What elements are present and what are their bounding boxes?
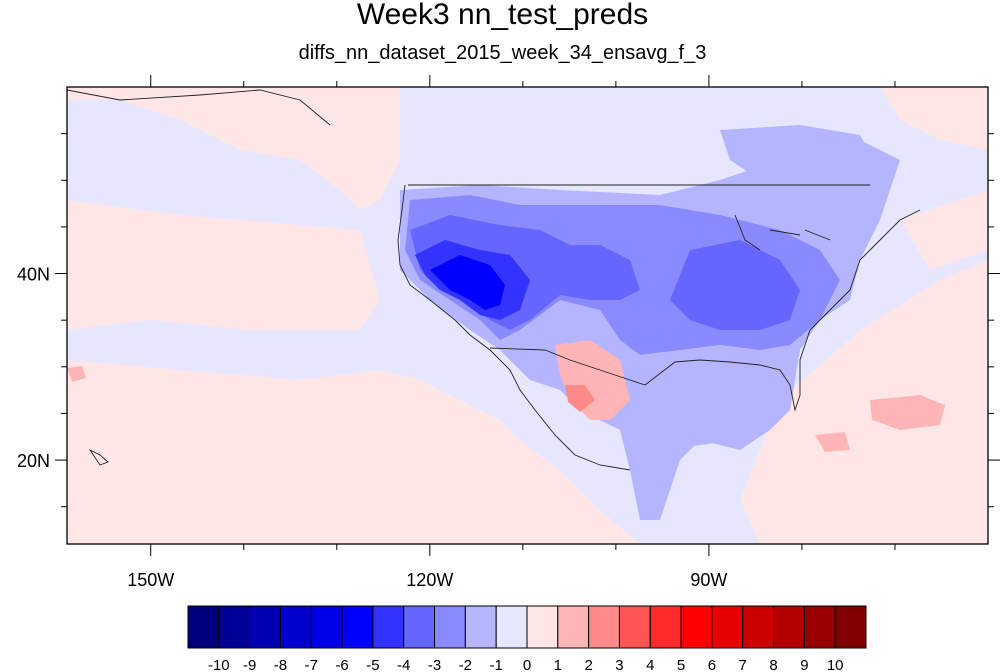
colorbar-box bbox=[434, 605, 466, 649]
anomaly-region bbox=[815, 432, 850, 452]
colorbar-box bbox=[187, 605, 220, 649]
colorbar-box bbox=[372, 605, 405, 649]
colorbar-labels: -10 -9 -8 -7 -6 -5 -4 -3 -2 -1 0 1 2 3 4 5 6 7 8 9 10 bbox=[208, 657, 844, 672]
colorbar-box bbox=[680, 605, 713, 649]
great-lakes-outline bbox=[734, 214, 831, 251]
hawaii-islands bbox=[88, 448, 109, 466]
axis-tick-labels: 150W 120W 90W 40N 20N bbox=[17, 265, 727, 590]
lat-label: 20N bbox=[17, 451, 50, 471]
colorbar-box bbox=[279, 605, 312, 649]
plot-frame bbox=[66, 86, 989, 545]
colorbar-box bbox=[495, 605, 528, 649]
lon-label: 90W bbox=[690, 570, 727, 590]
alaska-coast bbox=[67, 89, 331, 126]
colorbar-box bbox=[711, 605, 744, 649]
colorbar-label: 3 bbox=[615, 657, 623, 672]
anomaly-region bbox=[870, 395, 945, 430]
colorbar-box bbox=[834, 605, 867, 649]
border-line bbox=[489, 347, 546, 351]
colorbar-box bbox=[803, 605, 836, 649]
colorbar-label: -2 bbox=[459, 657, 472, 672]
colorbar-box bbox=[618, 605, 651, 649]
west-coast-line bbox=[397, 184, 631, 471]
colorbar-box bbox=[464, 605, 497, 649]
anomaly-region bbox=[880, 87, 988, 150]
colorbar-box bbox=[742, 605, 775, 649]
colorbar-label: 4 bbox=[646, 657, 654, 672]
colorbar-box bbox=[649, 605, 682, 649]
colorbar-label: -1 bbox=[490, 657, 503, 672]
lat-label: 40N bbox=[17, 265, 50, 285]
anomaly-region bbox=[900, 190, 988, 270]
colorbar-boxes bbox=[187, 605, 867, 649]
colorbar-label: -3 bbox=[428, 657, 441, 672]
anomaly-region bbox=[430, 255, 505, 310]
colorbar-label: 8 bbox=[769, 657, 777, 672]
colorbar-label: 0 bbox=[523, 657, 531, 672]
colorbar-label: 6 bbox=[708, 657, 716, 672]
colorbar-label: -6 bbox=[335, 657, 348, 672]
colorbar-box bbox=[310, 605, 343, 649]
map-subtitle: diffs_nn_dataset_2015_week_34_ensavg_f_3 bbox=[298, 42, 707, 64]
anomaly-region bbox=[640, 370, 760, 450]
anomaly-region bbox=[67, 87, 400, 210]
anomaly-region bbox=[67, 360, 640, 544]
anomaly-region bbox=[740, 260, 988, 544]
anomaly-region bbox=[67, 200, 380, 330]
colorbar-box bbox=[588, 605, 620, 649]
colorbar-label: -5 bbox=[366, 657, 379, 672]
colorbar-label: 7 bbox=[739, 657, 747, 672]
map-title: Week3 nn_test_preds bbox=[356, 0, 649, 31]
colorbar-label: -4 bbox=[397, 657, 410, 672]
colorbar-label: 2 bbox=[584, 657, 592, 672]
axis-ticks bbox=[55, 75, 1000, 556]
colorbar-label: -7 bbox=[305, 657, 318, 672]
anomaly-region bbox=[67, 366, 86, 382]
lon-label: 120W bbox=[406, 570, 453, 590]
colorbar-box bbox=[557, 605, 590, 649]
gulf-coast-line bbox=[544, 209, 921, 412]
colorbar-box bbox=[218, 605, 251, 649]
anomaly-region bbox=[720, 125, 880, 190]
anomaly-region bbox=[670, 240, 800, 330]
colorbar-label: 9 bbox=[800, 657, 808, 672]
colorbar-box bbox=[341, 605, 374, 649]
colorbar-box bbox=[773, 605, 805, 649]
colorbar-label: -9 bbox=[243, 657, 256, 672]
colorbar-label: 5 bbox=[677, 657, 685, 672]
lon-label: 150W bbox=[127, 570, 174, 590]
colorbar-box bbox=[249, 605, 281, 649]
colorbar-label: 10 bbox=[827, 657, 844, 672]
colorbar-box bbox=[526, 605, 559, 649]
anomaly-region bbox=[565, 385, 595, 412]
colorbar-label: 1 bbox=[554, 657, 562, 672]
coastlines bbox=[67, 89, 921, 471]
colorbar-box bbox=[403, 605, 436, 649]
colorbar-label: -10 bbox=[208, 657, 230, 672]
data-field bbox=[67, 87, 988, 544]
colorbar-label: -8 bbox=[274, 657, 287, 672]
